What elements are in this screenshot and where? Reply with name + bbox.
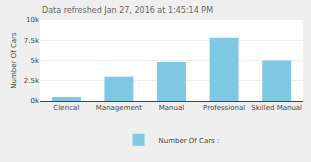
svg-text:Management: Management [96, 104, 142, 112]
svg-text:10k: 10k [26, 16, 40, 24]
svg-text:0k: 0k [30, 97, 39, 105]
svg-text:Data refreshed Jan 27, 2016 at: Data refreshed Jan 27, 2016 at 1:45:14 P… [42, 6, 213, 15]
svg-text:Clerical: Clerical [53, 104, 79, 112]
svg-text:5k: 5k [30, 57, 39, 65]
svg-text:Skilled Manual: Skilled Manual [251, 104, 302, 112]
svg-text:7.5k: 7.5k [24, 37, 40, 45]
svg-text:2.5k: 2.5k [24, 77, 40, 85]
svg-text:Professional: Professional [203, 104, 245, 112]
svg-text:Number Of Cars :: Number Of Cars : [159, 137, 220, 145]
svg-text:Manual: Manual [159, 104, 184, 112]
svg-text:Number Of Cars: Number Of Cars [10, 32, 18, 89]
